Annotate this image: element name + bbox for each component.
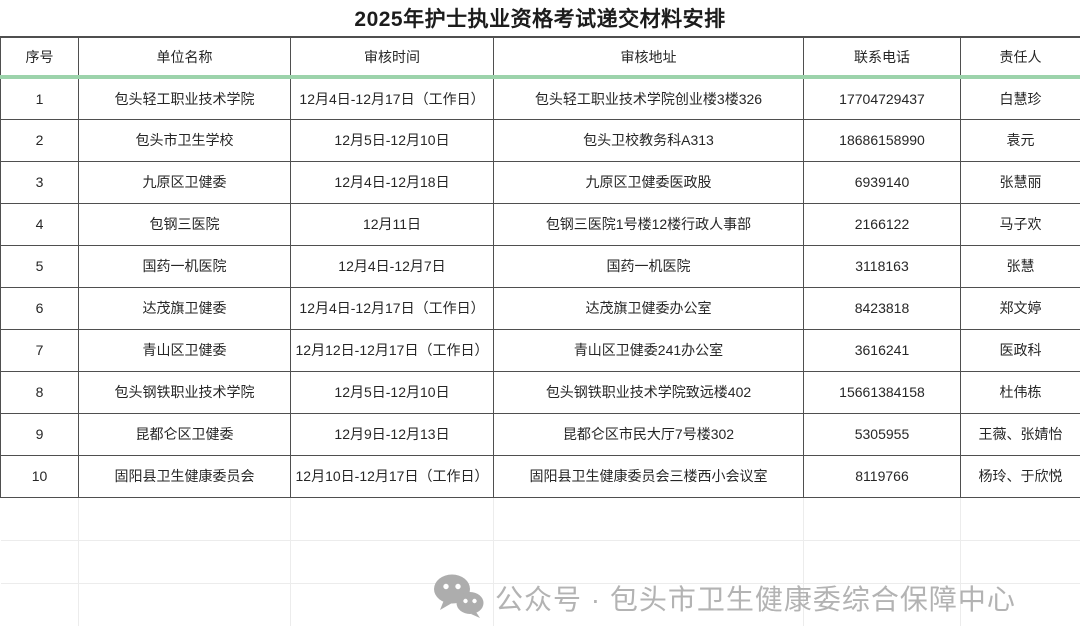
- cell-time: 12月4日-12月7日: [290, 244, 494, 288]
- header-address: 审核地址: [493, 36, 804, 79]
- cell-seq: 8: [0, 370, 79, 414]
- header-seq: 序号: [0, 36, 79, 79]
- header-phone: 联系电话: [803, 36, 961, 79]
- header-time: 审核时间: [290, 36, 494, 79]
- empty-grid-rows: [0, 497, 1080, 626]
- cell-unit: 昆都仑区卫健委: [78, 412, 291, 456]
- page-title: 2025年护士执业资格考试递交材料安排: [354, 8, 726, 31]
- cell-seq: 10: [0, 454, 79, 498]
- cell-phone: 8423818: [803, 286, 961, 330]
- table-row: 10 固阳县卫生健康委员会 12月10日-12月17日（工作日） 固阳县卫生健康…: [0, 454, 1080, 498]
- cell-phone: 18686158990: [803, 118, 961, 162]
- cell-address: 包头轻工职业技术学院创业楼3楼326: [493, 76, 804, 120]
- cell-time: 12月12日-12月17日（工作日）: [290, 328, 494, 372]
- cell-seq: 4: [0, 202, 79, 246]
- empty-row: [0, 540, 1080, 584]
- cell-unit: 达茂旗卫健委: [78, 286, 291, 330]
- cell-person: 马子欢: [960, 202, 1080, 246]
- cell-person: 张慧丽: [960, 160, 1080, 204]
- cell-address: 包头卫校教务科A313: [493, 118, 804, 162]
- table-row: 7 青山区卫健委 12月12日-12月17日（工作日） 青山区卫健委241办公室…: [0, 328, 1080, 372]
- cell-unit: 固阳县卫生健康委员会: [78, 454, 291, 498]
- schedule-table: 序号 单位名称 审核时间 审核地址 联系电话 责任人 1 包头轻工职业技术学院 …: [0, 36, 1080, 626]
- cell-unit: 包头市卫生学校: [78, 118, 291, 162]
- cell-time: 12月4日-12月17日（工作日）: [290, 76, 494, 120]
- cell-address: 固阳县卫生健康委员会三楼西小会议室: [493, 454, 804, 498]
- cell-person: 王薇、张婧怡: [960, 412, 1080, 456]
- cell-unit: 九原区卫健委: [78, 160, 291, 204]
- header-row: 序号 单位名称 审核时间 审核地址 联系电话 责任人: [0, 36, 1080, 79]
- cell-address: 达茂旗卫健委办公室: [493, 286, 804, 330]
- cell-person: 杜伟栋: [960, 370, 1080, 414]
- cell-phone: 5305955: [803, 412, 961, 456]
- cell-phone: 6939140: [803, 160, 961, 204]
- watermark-text: 公众号 · 包头市卫生健康委综合保障中心: [495, 583, 1016, 615]
- table-row: 4 包钢三医院 12月11日 包钢三医院1号楼12楼行政人事部 2166122 …: [0, 202, 1080, 246]
- cell-seq: 2: [0, 118, 79, 162]
- cell-person: 医政科: [960, 328, 1080, 372]
- empty-row: [0, 583, 1080, 626]
- cell-phone: 17704729437: [803, 76, 961, 120]
- cell-person: 袁元: [960, 118, 1080, 162]
- cell-time: 12月9日-12月13日: [290, 412, 494, 456]
- cell-seq: 6: [0, 286, 79, 330]
- cell-time: 12月11日: [290, 202, 494, 246]
- cell-seq: 7: [0, 328, 79, 372]
- cell-person: 郑文婷: [960, 286, 1080, 330]
- cell-phone: 3616241: [803, 328, 961, 372]
- table-row: 5 国药一机医院 12月4日-12月7日 国药一机医院 3118163 张慧: [0, 244, 1080, 288]
- cell-time: 12月5日-12月10日: [290, 370, 494, 414]
- cell-phone: 8119766: [803, 454, 961, 498]
- cell-address: 包头钢铁职业技术学院致远楼402: [493, 370, 804, 414]
- cell-unit: 包钢三医院: [78, 202, 291, 246]
- table-row: 8 包头钢铁职业技术学院 12月5日-12月10日 包头钢铁职业技术学院致远楼4…: [0, 370, 1080, 414]
- cell-time: 12月10日-12月17日（工作日）: [290, 454, 494, 498]
- cell-address: 青山区卫健委241办公室: [493, 328, 804, 372]
- cell-address: 昆都仑区市民大厅7号楼302: [493, 412, 804, 456]
- cell-time: 12月4日-12月18日: [290, 160, 494, 204]
- cell-address: 包钢三医院1号楼12楼行政人事部: [493, 202, 804, 246]
- cell-phone: 3118163: [803, 244, 961, 288]
- table-row: 3 九原区卫健委 12月4日-12月18日 九原区卫健委医政股 6939140 …: [0, 160, 1080, 204]
- cell-time: 12月4日-12月17日（工作日）: [290, 286, 494, 330]
- cell-phone: 15661384158: [803, 370, 961, 414]
- cell-person: 张慧: [960, 244, 1080, 288]
- cell-person: 白慧珍: [960, 76, 1080, 120]
- cell-seq: 1: [0, 76, 79, 120]
- header-person: 责任人: [960, 36, 1080, 79]
- cell-address: 国药一机医院: [493, 244, 804, 288]
- table-row: 2 包头市卫生学校 12月5日-12月10日 包头卫校教务科A313 18686…: [0, 118, 1080, 162]
- cell-seq: 9: [0, 412, 79, 456]
- cell-seq: 5: [0, 244, 79, 288]
- wechat-bubbles-icon: [433, 574, 485, 625]
- table-row: 6 达茂旗卫健委 12月4日-12月17日（工作日） 达茂旗卫健委办公室 842…: [0, 286, 1080, 330]
- cell-unit: 包头轻工职业技术学院: [78, 76, 291, 120]
- cell-unit: 国药一机医院: [78, 244, 291, 288]
- empty-row: [0, 497, 1080, 541]
- watermark: 公众号 · 包头市卫生健康委综合保障中心: [433, 570, 1016, 625]
- cell-time: 12月5日-12月10日: [290, 118, 494, 162]
- cell-seq: 3: [0, 160, 79, 204]
- cell-address: 九原区卫健委医政股: [493, 160, 804, 204]
- table-row: 9 昆都仑区卫健委 12月9日-12月13日 昆都仑区市民大厅7号楼302 53…: [0, 412, 1080, 456]
- cell-phone: 2166122: [803, 202, 961, 246]
- header-unit: 单位名称: [78, 36, 291, 79]
- cell-unit: 青山区卫健委: [78, 328, 291, 372]
- cell-person: 杨玲、于欣悦: [960, 454, 1080, 498]
- cell-unit: 包头钢铁职业技术学院: [78, 370, 291, 414]
- table-row: 1 包头轻工职业技术学院 12月4日-12月17日（工作日） 包头轻工职业技术学…: [0, 76, 1080, 120]
